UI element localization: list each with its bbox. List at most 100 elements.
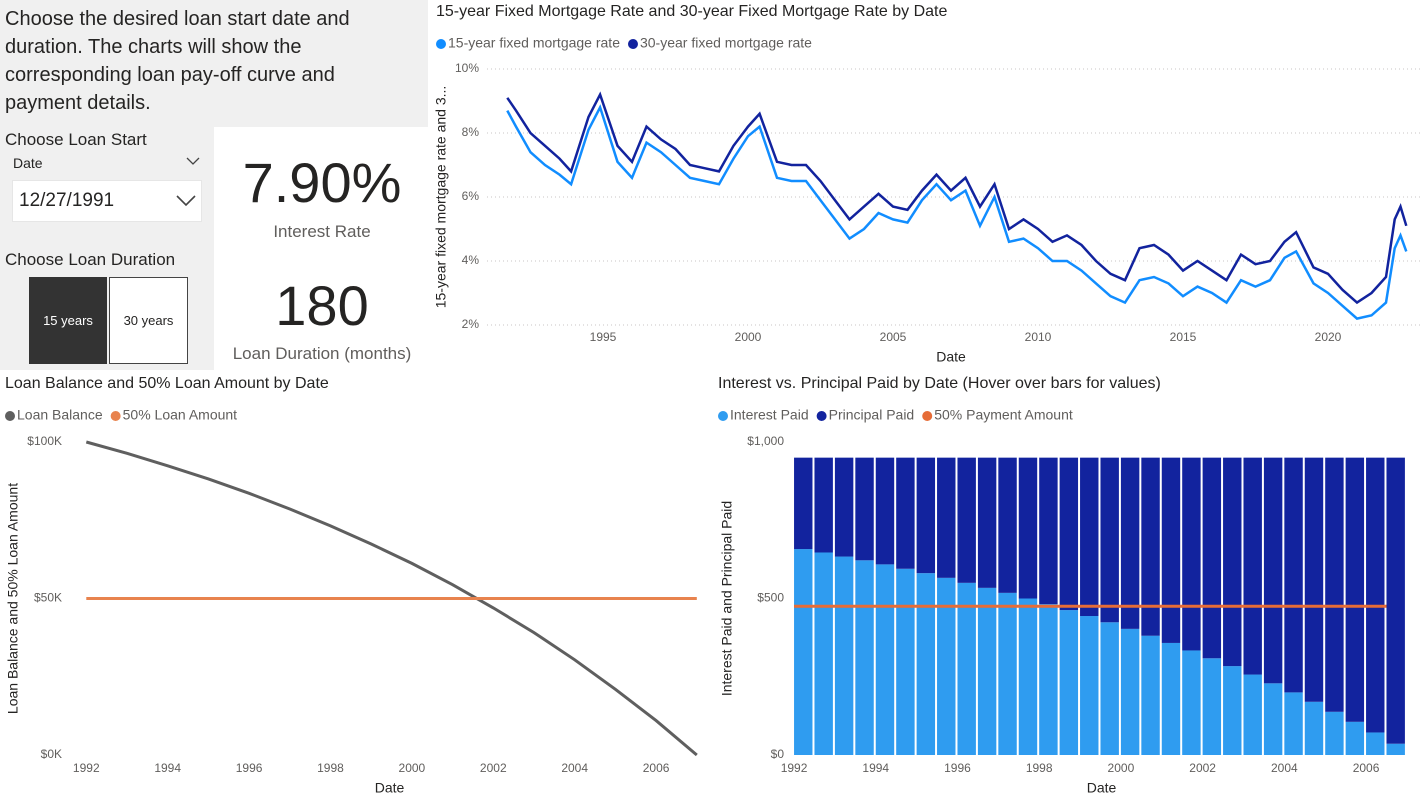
bar [1284, 457, 1303, 693]
bar [1059, 610, 1079, 755]
x-tick-label: 1996 [944, 761, 971, 775]
bar [896, 568, 915, 755]
x-tick-label: 1995 [590, 330, 617, 344]
bar [1386, 457, 1405, 744]
bar [1059, 457, 1079, 611]
bar [1243, 457, 1262, 675]
legend-label: Interest Paid [730, 407, 809, 423]
bar [1039, 604, 1058, 755]
bar [1263, 457, 1283, 684]
y-tick-label: 4% [462, 253, 480, 267]
x-tick-label: 1994 [862, 761, 889, 775]
bar [834, 556, 854, 755]
x-tick-label: 2004 [1271, 761, 1298, 775]
bar [1161, 457, 1181, 643]
bar [1325, 711, 1344, 755]
collapse-chevron[interactable] [185, 155, 201, 167]
bar [1141, 457, 1160, 636]
slicer-title: Choose Loan Duration [5, 250, 176, 269]
card-value: 7.90% [242, 151, 402, 214]
bar [1141, 635, 1160, 755]
bar [1243, 674, 1262, 755]
bar [855, 560, 874, 755]
x-tick-label: 2000 [399, 761, 426, 775]
bar [896, 457, 915, 569]
bar [1202, 658, 1222, 755]
bar [1223, 666, 1242, 755]
x-tick-label: 2002 [480, 761, 507, 775]
chart-title: 15-year Fixed Mortgage Rate and 30-year … [436, 3, 947, 20]
duration-button[interactable]: 30 years [109, 277, 188, 364]
chart-title: Loan Balance and 50% Loan Amount by Date [5, 375, 329, 392]
x-tick-label: 1992 [781, 761, 808, 775]
card-label: Loan Duration (months) [232, 344, 412, 363]
legend-marker [627, 39, 638, 49]
y-tick-label: $1,000 [747, 434, 784, 448]
y-tick-label: 8% [462, 125, 480, 139]
bar [875, 457, 895, 565]
y-tick-label: $0K [41, 747, 62, 761]
bar [794, 549, 813, 755]
bar [1039, 457, 1058, 605]
bar [998, 457, 1017, 593]
bar [1366, 457, 1385, 733]
legend-label: Principal Paid [829, 407, 915, 423]
bar [998, 592, 1017, 755]
legend-marker [5, 411, 15, 421]
bar [1182, 457, 1201, 651]
bar [957, 457, 976, 583]
bar [1080, 616, 1099, 755]
legend-label: 50% Loan Amount [123, 407, 238, 423]
x-tick-label: 2006 [643, 761, 670, 775]
series-line [85, 440, 698, 757]
bar [937, 577, 956, 755]
x-tick-label: 2000 [735, 330, 762, 344]
bar [1202, 457, 1222, 659]
card-value: 180 [275, 274, 369, 337]
x-tick-label: 2004 [561, 761, 588, 775]
y-tick-label: $0 [771, 747, 785, 761]
bar [1100, 622, 1119, 755]
chart: Interest vs. Principal Paid by Date (Hov… [718, 375, 1405, 796]
x-tick-label: 1992 [73, 761, 100, 775]
bar [1366, 732, 1385, 755]
bar [916, 573, 936, 755]
bar [977, 457, 997, 588]
bar [1161, 642, 1181, 755]
legend-label: 30-year fixed mortgage rate [640, 35, 812, 51]
bar [916, 457, 936, 574]
bar [814, 457, 833, 553]
card-label: Interest Rate [273, 222, 371, 241]
bar [1304, 457, 1324, 702]
bar [875, 564, 895, 755]
y-tick-label: $500 [757, 591, 784, 605]
bar [1304, 701, 1324, 755]
x-tick-label: 1994 [154, 761, 181, 775]
slicer-field: Date [13, 155, 43, 171]
x-tick-label: 1998 [317, 761, 344, 775]
x-tick-label: 2015 [1170, 330, 1197, 344]
x-tick-label: 2005 [880, 330, 907, 344]
dropdown-chevron [176, 195, 196, 207]
legend-marker [816, 411, 827, 421]
bar [1386, 743, 1405, 755]
x-tick-label: 2000 [1108, 761, 1135, 775]
y-axis-title: 15-year fixed mortgage rate and 3... [433, 86, 449, 309]
y-tick-label: 6% [462, 189, 480, 203]
intro-box: Choose the desired loan start date and d… [0, 0, 428, 127]
bar [1182, 650, 1201, 755]
bar [1345, 721, 1365, 755]
y-axis-title: Loan Balance and 50% Loan Amount [5, 483, 21, 714]
bar [855, 457, 874, 561]
bar [1325, 457, 1344, 712]
bar [1120, 628, 1140, 755]
bar [1018, 598, 1038, 755]
bar [1018, 457, 1038, 599]
bar [1080, 457, 1099, 617]
bar [1223, 457, 1242, 667]
slicer-title: Choose Loan Start [5, 130, 147, 149]
bar [1120, 457, 1140, 629]
date-dropdown[interactable]: 12/27/1991 [12, 180, 202, 222]
duration-button[interactable]: 15 years [29, 277, 107, 364]
bar [977, 587, 997, 755]
